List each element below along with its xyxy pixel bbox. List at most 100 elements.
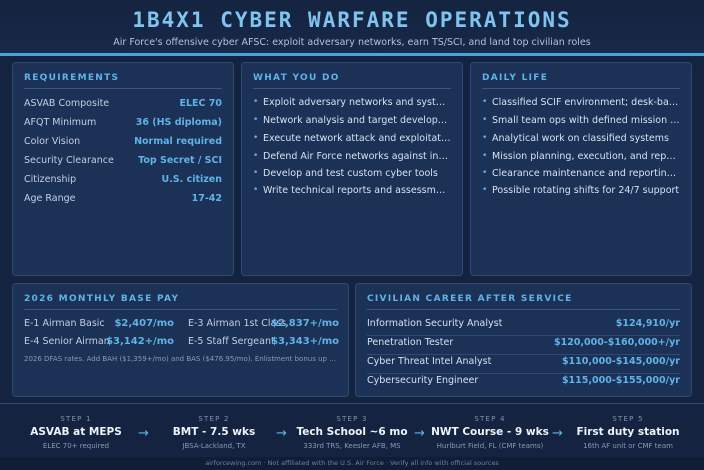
card-divider [367,309,680,310]
list-item-text: Execute network attack and exploitation … [263,133,451,144]
step-title: ASVAB at MEPS [30,426,122,438]
requirement-value: 36 (HS diploma) [135,117,222,128]
list-item-text: Possible rotating shifts for 24/7 suppor… [492,185,680,196]
step-number: STEP 5 [612,415,644,423]
bullet-icon: • [482,97,488,107]
timeline-step-4: STEP 4 NWT Course - 9 wks Hurlburt Field… [431,404,549,458]
civilian-career-title: CIVILIAN CAREER AFTER SERVICE [367,294,573,304]
step-number: STEP 3 [336,415,368,423]
career-title: Cyber Threat Intel Analyst [367,356,492,367]
pay-rank-label: E-3 Airman 1st Class [188,318,287,329]
career-salary: $120,000-$160,000+/yr [553,337,680,348]
career-row: Information Security Analyst $124,910/yr [367,317,680,336]
page-title: 1B4X1 CYBER WARFARE OPERATIONS [132,8,572,32]
bullet-icon: • [253,185,259,195]
bullet-icon: • [482,168,488,178]
pay-rank-label: E-5 Staff Sergeant [188,336,275,347]
what-you-do-card: WHAT YOU DO • Exploit adversary networks… [241,62,463,276]
requirements-title: REQUIREMENTS [24,73,120,83]
career-title: Penetration Tester [367,337,454,348]
card-divider [24,309,337,310]
card-divider [24,88,222,89]
requirement-label: Citizenship [24,174,77,185]
list-item: • Possible rotating shifts for 24/7 supp… [482,185,680,201]
list-item-text: Exploit adversary networks and systems [263,97,451,108]
step-number: STEP 4 [474,415,506,423]
requirement-label: Color Vision [24,136,81,147]
list-item-text: Small team ops with defined mission role… [492,115,680,126]
step-detail: 333rd TRS, Keesler AFB, MS [303,442,401,450]
timeline-step-2: STEP 2 BMT - 7.5 wks JBSA-Lackland, TX [155,404,273,458]
daily-life-card: DAILY LIFE • Classified SCIF environment… [470,62,692,276]
pay-row: E-1 Airman Basic $2,407/mo [24,318,174,334]
bullet-icon: • [482,185,488,195]
requirement-row: AFQT Minimum 36 (HS diploma) [24,117,222,133]
career-salary: $115,000-$155,000/yr [561,375,680,386]
bullet-icon: • [253,168,259,178]
list-item: • Analytical work on classified systems [482,133,680,149]
base-pay-title: 2026 MONTHLY BASE PAY [24,294,180,304]
pay-footnote: 2026 DFAS rates. Add BAH ($1,359+/mo) an… [24,355,337,363]
career-timeline: STEP 1 ASVAB at MEPS ELEC 70+ required →… [0,403,704,457]
list-item-text: Defend Air Force networks against intrus… [263,151,451,162]
daily-life-title: DAILY LIFE [482,73,549,83]
list-item-text: Network analysis and target development [263,115,451,126]
page-footer: airforcewing.com · Not affiliated with t… [0,457,704,470]
list-item: • Small team ops with defined mission ro… [482,115,680,131]
bullet-icon: • [253,115,259,125]
career-title: Information Security Analyst [367,318,503,329]
step-title: Tech School ~6 mo [296,426,408,438]
pay-amount: $2,837+/mo [271,318,339,329]
step-detail: ELEC 70+ required [42,442,110,450]
requirement-value: Top Secret / SCI [138,155,222,166]
pay-rank-label: E-1 Airman Basic [24,318,105,329]
list-item: • Write technical reports and assessment… [253,185,451,201]
list-item: • Clearance maintenance and reporting du… [482,168,680,184]
requirement-value: U.S. citizen [161,174,222,185]
requirement-value: Normal required [134,136,222,147]
step-title: First duty station [576,426,680,438]
requirement-value: 17-42 [191,193,222,204]
step-number: STEP 2 [198,415,230,423]
card-divider [482,88,680,89]
pay-row: E-3 Airman 1st Class $2,837+/mo [188,318,339,334]
page-subtitle: Air Force's offensive cyber AFSC: exploi… [113,37,591,48]
requirement-row: Color Vision Normal required [24,136,222,152]
arrow-right-icon: → [276,426,287,441]
requirement-label: AFQT Minimum [24,117,97,128]
requirements-card: REQUIREMENTS ASVAB Composite ELEC 70 AFQ… [12,62,234,276]
arrow-right-icon: → [138,426,149,441]
bullet-icon: • [253,151,259,161]
bullet-icon: • [482,115,488,125]
pay-rank-label: E-4 Senior Airman [24,336,110,347]
list-item-text: Clearance maintenance and reporting duti… [492,168,680,179]
requirement-label: Age Range [24,193,76,204]
pay-amount: $3,142+/mo [106,336,174,347]
requirement-row: Citizenship U.S. citizen [24,174,222,190]
base-pay-card: 2026 MONTHLY BASE PAY E-1 Airman Basic $… [12,283,349,397]
requirement-row: Security Clearance Top Secret / SCI [24,155,222,171]
step-title: BMT - 7.5 wks [172,426,256,438]
arrow-right-icon: → [552,426,563,441]
civilian-career-card: CIVILIAN CAREER AFTER SERVICE Informatio… [355,283,692,397]
list-item-text: Analytical work on classified systems [492,133,669,144]
page-header: 1B4X1 CYBER WARFARE OPERATIONS Air Force… [0,0,704,54]
list-item: • Classified SCIF environment; desk-base… [482,97,680,113]
requirement-row: Age Range 17-42 [24,193,222,209]
list-item: • Develop and test custom cyber tools [253,168,451,184]
list-item-text: Develop and test custom cyber tools [263,168,438,179]
timeline-step-5: STEP 5 First duty station 16th AF unit o… [569,404,687,458]
step-title: NWT Course - 9 wks [431,426,549,438]
career-row: Penetration Tester $120,000-$160,000+/yr [367,336,680,355]
requirement-row: ASVAB Composite ELEC 70 [24,98,222,114]
career-salary: $110,000-$145,000/yr [561,356,680,367]
list-item: • Mission planning, execution, and repor… [482,151,680,167]
step-detail: 16th AF unit or CMF team [583,442,673,450]
list-item-text: Mission planning, execution, and reporti… [492,151,680,162]
requirement-label: Security Clearance [24,155,114,166]
card-divider [253,88,451,89]
pay-row: E-5 Staff Sergeant $3,343+/mo [188,336,339,352]
step-number: STEP 1 [60,415,92,423]
requirement-value: ELEC 70 [179,98,222,109]
timeline-step-1: STEP 1 ASVAB at MEPS ELEC 70+ required [17,404,135,458]
